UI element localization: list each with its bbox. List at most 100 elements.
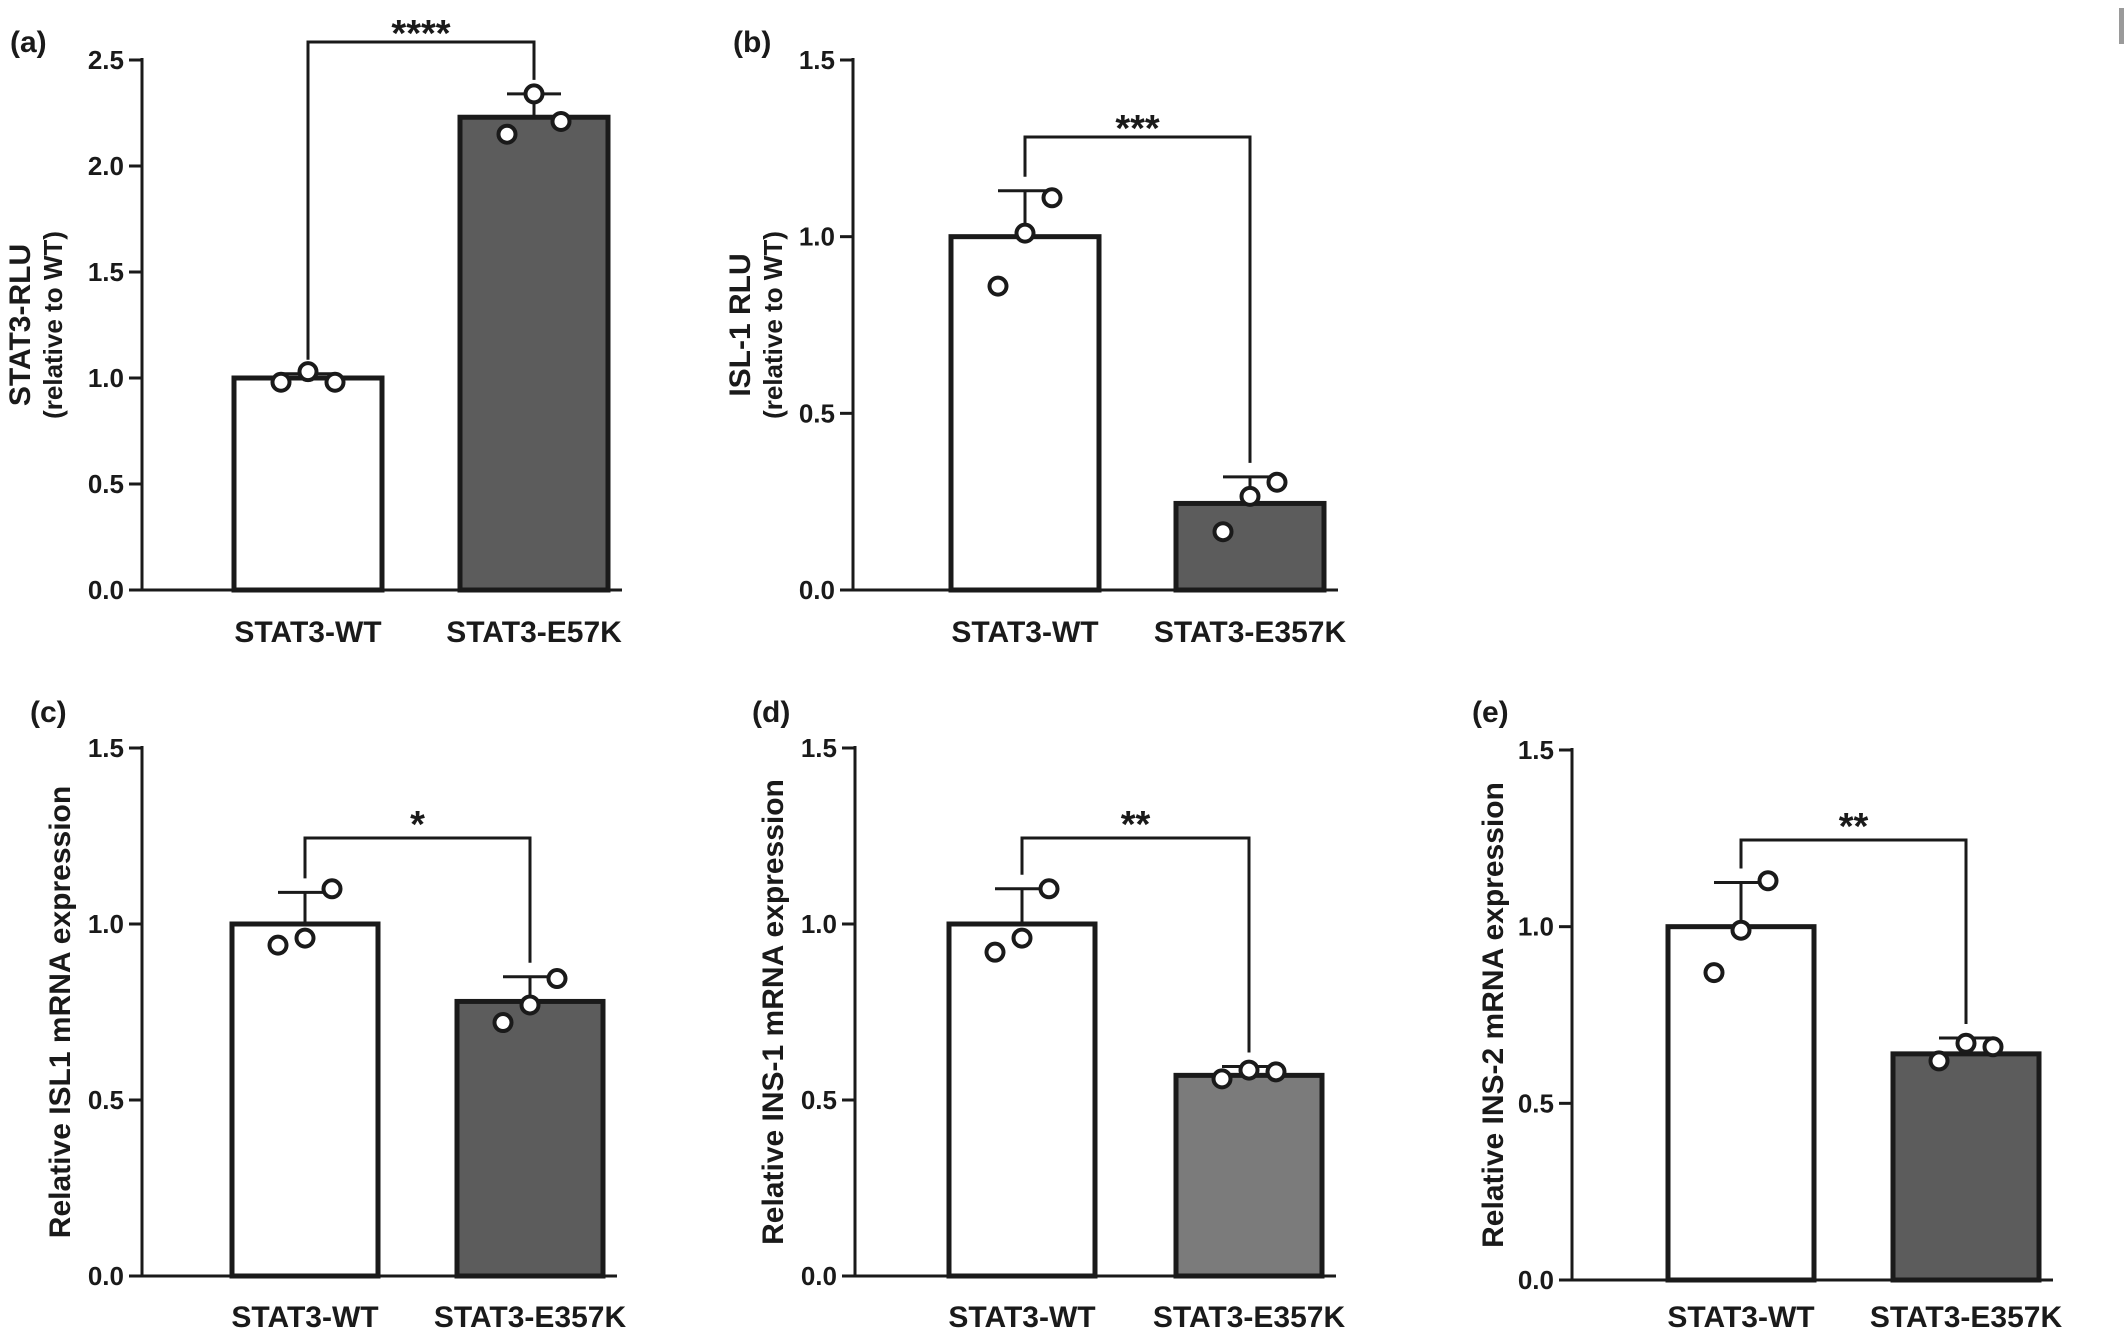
data-point <box>492 1012 514 1034</box>
data-point <box>270 371 292 393</box>
data-point <box>324 371 346 393</box>
y-tick-label: 0.0 <box>88 575 124 605</box>
bar-mutant <box>1173 1072 1325 1279</box>
data-point <box>1211 1068 1233 1090</box>
y-tick-label: 2.5 <box>88 45 124 75</box>
significance-bracket <box>1739 838 1968 1024</box>
panel-label: (c) <box>30 696 67 729</box>
category-label: STAT3-WT <box>234 616 381 649</box>
y-tick-label: 0.5 <box>88 1085 124 1115</box>
data-point <box>1041 187 1063 209</box>
significance-label: ** <box>1121 804 1151 846</box>
y-axis-label: Relative INS-2 mRNA expression <box>1477 782 1510 1248</box>
y-tick-label: 1.5 <box>1518 735 1554 765</box>
y-tick-label: 1.0 <box>88 909 124 939</box>
y-axis-label: (relative to WT) <box>758 231 788 419</box>
y-tick-label: 1.0 <box>801 909 837 939</box>
panel-d: (d) 0.0 0.5 1.0 1.5 Relative INS-1 mRNA expre… <box>752 696 1345 1334</box>
significance-bracket <box>1020 836 1251 1053</box>
data-point <box>1238 1059 1260 1081</box>
y-tick-label: 0.5 <box>801 1085 837 1115</box>
bar-wt <box>229 921 381 1279</box>
data-point <box>1928 1050 1950 1072</box>
y-tick-label: 0.5 <box>799 398 835 428</box>
y-axis-label: (relative to WT) <box>38 231 68 419</box>
panel-e: (e) 0.0 0.5 1.0 1.5 Relative INS-2 mRNA expre… <box>1472 696 2062 1334</box>
category-label: STAT3-WT <box>951 616 1098 649</box>
data-point <box>1266 471 1288 493</box>
y-tick-label: 2.0 <box>88 151 124 181</box>
panel-b: (b) 0.0 0.5 1.0 1.5 ISL-1 RLU (relative to WT)… <box>724 26 1346 649</box>
category-label: STAT3-WT <box>1667 1301 1814 1334</box>
significance-label: **** <box>391 13 450 55</box>
panel-label: (d) <box>752 696 790 729</box>
bar-wt <box>948 234 1102 593</box>
panel-label: (a) <box>10 26 47 59</box>
bar-mutant <box>457 114 611 593</box>
data-point <box>297 361 319 383</box>
y-tick-label: 1.0 <box>799 222 835 252</box>
significance-bracket <box>1023 135 1252 463</box>
category-label: STAT3-WT <box>948 1301 1095 1334</box>
data-point <box>1982 1036 2004 1058</box>
bar-wt <box>946 921 1098 1279</box>
significance-label: *** <box>1115 108 1160 150</box>
data-point <box>546 968 568 990</box>
y-tick-label: 1.5 <box>801 733 837 763</box>
data-point <box>1014 222 1036 244</box>
data-point <box>519 994 541 1016</box>
category-label: STAT3-WT <box>231 1301 378 1334</box>
y-tick-label: 0.0 <box>88 1261 124 1291</box>
data-point <box>1265 1061 1287 1083</box>
panel-c: (c) 0.0 0.5 1.0 1.5 Relative ISL1 mRNA expres… <box>30 696 626 1334</box>
significance-bracket <box>306 40 536 360</box>
data-point <box>294 927 316 949</box>
data-point <box>321 878 343 900</box>
data-point <box>1703 962 1725 984</box>
data-point <box>1955 1032 1977 1054</box>
data-point <box>496 123 518 145</box>
data-point <box>523 83 545 105</box>
panel-label: (e) <box>1472 696 1509 729</box>
y-tick-label: 0.0 <box>799 575 835 605</box>
y-tick-label: 1.5 <box>88 733 124 763</box>
y-tick-label: 0.0 <box>1518 1265 1554 1295</box>
bar-wt <box>1665 924 1817 1283</box>
category-label: STAT3-E357K <box>1154 616 1347 649</box>
data-point <box>1757 870 1779 892</box>
bar-wt <box>231 375 385 593</box>
panel-a: (a) 0.0 0.5 1.0 1.5 2.0 2.5 STAT3-RLU (relative … <box>4 13 622 649</box>
y-tick-label: 1.5 <box>799 45 835 75</box>
bar-mutant <box>1173 500 1327 593</box>
bar-mutant <box>454 998 606 1279</box>
y-axis-label: STAT3-RLU <box>4 244 37 406</box>
significance-bracket <box>303 836 532 963</box>
data-point <box>1239 485 1261 507</box>
y-axis-label: Relative ISL1 mRNA expression <box>44 786 77 1238</box>
data-point <box>550 110 572 132</box>
y-tick-label: 0.5 <box>1518 1088 1554 1118</box>
bar-mutant <box>1890 1051 2042 1283</box>
y-tick-label: 0.0 <box>801 1261 837 1291</box>
y-axis-label: Relative INS-1 mRNA expression <box>757 779 790 1245</box>
y-tick-label: 1.0 <box>1518 912 1554 942</box>
significance-label: * <box>410 804 425 846</box>
data-point <box>1011 927 1033 949</box>
y-axis-label: ISL-1 RLU <box>724 253 757 396</box>
data-point <box>1038 878 1060 900</box>
y-tick-label: 1.5 <box>88 257 124 287</box>
data-point <box>984 941 1006 963</box>
y-tick-label: 1.0 <box>88 363 124 393</box>
data-point <box>1730 919 1752 941</box>
y-tick-label: 0.5 <box>88 469 124 499</box>
significance-label: ** <box>1839 806 1869 848</box>
panel-label: (b) <box>733 26 771 59</box>
category-label: STAT3-E57K <box>446 616 622 649</box>
corner-mark <box>2119 8 2124 44</box>
data-point <box>267 934 289 956</box>
category-label: STAT3-E357K <box>1153 1301 1346 1334</box>
category-label: STAT3-E357K <box>434 1301 627 1334</box>
category-label: STAT3-E357K <box>1870 1301 2063 1334</box>
data-point <box>987 275 1009 297</box>
